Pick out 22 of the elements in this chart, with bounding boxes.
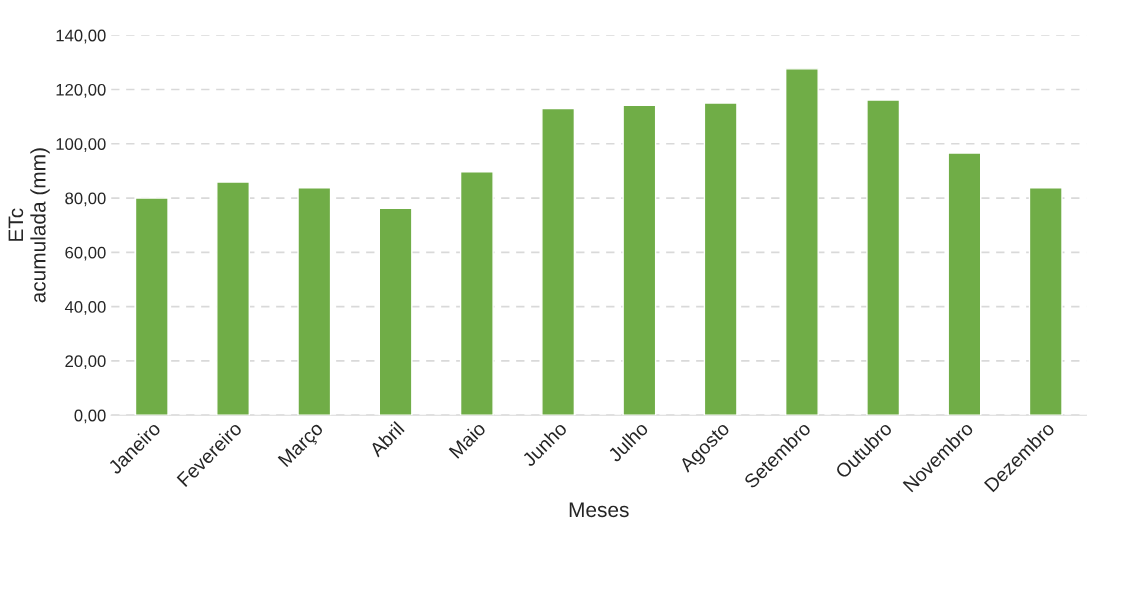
y-tick-label: 20,00 xyxy=(65,355,106,370)
y-tick-label: 120,00 xyxy=(56,83,106,98)
bar xyxy=(216,181,250,416)
y-tick-label: 0,00 xyxy=(74,409,106,424)
bar xyxy=(134,197,169,416)
y-tick-label: 40,00 xyxy=(64,301,106,315)
bar xyxy=(297,187,332,416)
bar xyxy=(459,171,494,416)
bar xyxy=(1028,187,1063,416)
bar xyxy=(622,104,657,416)
y-tick-label: 140,00 xyxy=(56,29,106,44)
y-axis-title: ETc acumulada (mm) xyxy=(8,148,50,303)
bar xyxy=(703,102,738,416)
bar xyxy=(866,99,901,416)
x-axis-title: Meses xyxy=(569,502,629,518)
bar xyxy=(378,207,413,416)
y-tick-label: 80,00 xyxy=(65,192,106,207)
y-tick-label: 100,00 xyxy=(56,138,106,152)
bar xyxy=(947,152,982,416)
bar xyxy=(541,107,576,416)
bar xyxy=(784,68,819,416)
y-tick-label: 60,00 xyxy=(65,246,106,261)
